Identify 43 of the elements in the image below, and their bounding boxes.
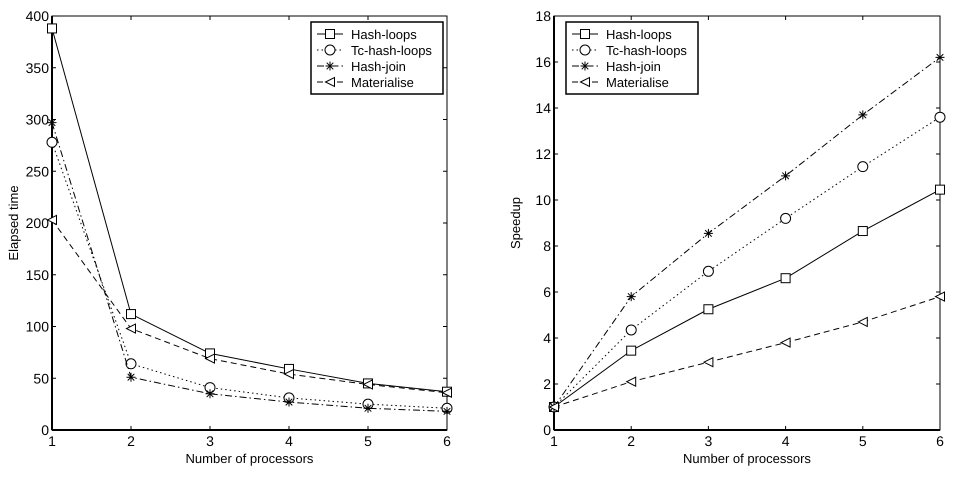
x-axis-title: Number of processors: [186, 451, 314, 466]
y-tick-label: 300: [26, 112, 50, 128]
x-tick-label: 6: [936, 433, 944, 449]
y-tick-label: 200: [26, 215, 50, 231]
y-tick-label: 8: [543, 238, 552, 254]
x-tick-label: 1: [48, 433, 56, 449]
x-tick-label: 5: [858, 433, 867, 449]
x-tick-label: 4: [285, 433, 294, 449]
y-tick-label: 12: [535, 146, 552, 162]
legend-label: Hash-join: [351, 59, 406, 74]
legend-label: Hash-join: [606, 59, 661, 74]
x-axis-title: Number of processors: [683, 451, 812, 466]
y-tick-label: 14: [535, 100, 552, 116]
y-tick-label: 2: [543, 376, 552, 392]
y-axis-title: Speedup: [508, 196, 523, 250]
y-tick-label: 16: [535, 54, 552, 70]
legend-label: Materialise: [351, 75, 414, 90]
y-tick-label: 100: [26, 318, 50, 334]
y-tick-label: 150: [26, 266, 50, 283]
y-tick-label: 250: [26, 163, 50, 180]
x-tick-label: 3: [704, 433, 712, 449]
x-tick-label: 2: [127, 433, 136, 449]
y-tick-label: 0: [543, 422, 552, 438]
legend-label: Hash-loops: [351, 27, 418, 42]
legend-label: Tc-hash-loops: [606, 43, 688, 58]
y-tick-label: 350: [26, 60, 50, 76]
y-tick-label: 400: [26, 8, 50, 24]
x-tick-label: 1: [550, 433, 558, 449]
y-axis-title: Elapsed time: [6, 185, 21, 261]
y-tick-label: 4: [543, 330, 552, 346]
legend-label: Hash-loops: [606, 27, 672, 42]
x-tick-label: 2: [627, 433, 636, 449]
y-tick-label: 18: [535, 8, 552, 24]
x-tick-label: 6: [443, 433, 452, 449]
y-tick-label: 10: [535, 192, 552, 208]
x-tick-label: 4: [782, 433, 790, 449]
y-tick-label: 6: [543, 284, 552, 300]
y-tick-label: 0: [41, 422, 50, 438]
legend-label: Materialise: [606, 75, 669, 90]
x-tick-label: 5: [364, 433, 372, 449]
y-tick-label: 50: [33, 370, 50, 386]
x-tick-label: 3: [206, 433, 214, 449]
legend-label: Tc-hash-loops: [351, 43, 432, 58]
